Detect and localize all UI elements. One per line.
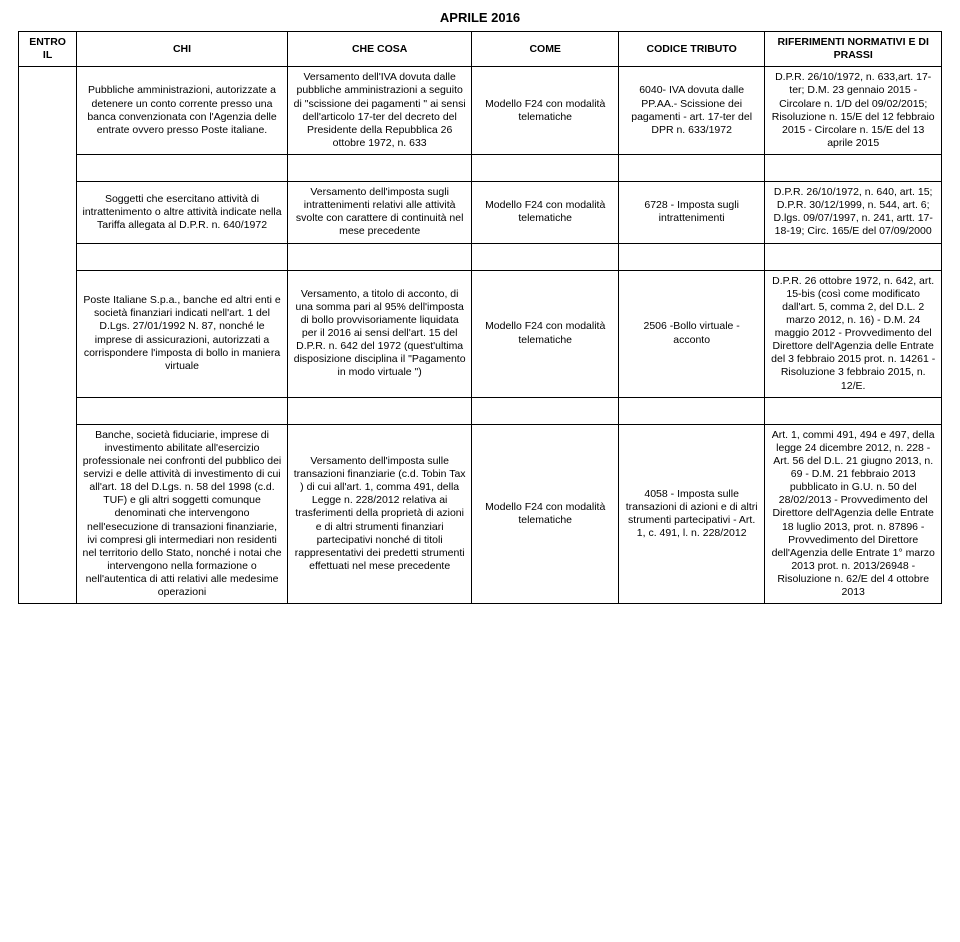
cell-rif: D.P.R. 26 ottobre 1972, n. 642, art. 15-… [765, 270, 942, 397]
cell-cosa: Versamento, a titolo di acconto, di una … [287, 270, 472, 397]
row-spacer [19, 397, 942, 424]
cell-chi: Banche, società fiduciarie, imprese di i… [77, 424, 288, 604]
row-spacer [19, 243, 942, 270]
cell-cosa: Versamento dell'imposta sugli intratteni… [287, 182, 472, 244]
cell-chi: Pubbliche amministrazioni, autorizzate a… [77, 67, 288, 155]
cell-cosa: Versamento dell'IVA dovuta dalle pubblic… [287, 67, 472, 155]
cell-come: Modello F24 con modalità telematiche [472, 182, 618, 244]
cell-rif: Art. 1, commi 491, 494 e 497, della legg… [765, 424, 942, 604]
cell-chi: Soggetti che esercitano attività di intr… [77, 182, 288, 244]
cell-come: Modello F24 con modalità telematiche [472, 424, 618, 604]
cell-come: Modello F24 con modalità telematiche [472, 270, 618, 397]
cell-codice: 6040- IVA dovuta dalle PP.AA.- Scissione… [618, 67, 764, 155]
col-codice: CODICE TRIBUTO [618, 32, 764, 67]
cell-cosa: Versamento dell'imposta sulle transazion… [287, 424, 472, 604]
header-row: ENTRO IL CHI CHE COSA COME CODICE TRIBUT… [19, 32, 942, 67]
col-entro: ENTRO IL [19, 32, 77, 67]
cell-entro [19, 67, 77, 604]
cell-chi: Poste Italiane S.p.a., banche ed altri e… [77, 270, 288, 397]
col-rif: RIFERIMENTI NORMATIVI E DI PRASSI [765, 32, 942, 67]
cell-codice: 4058 - Imposta sulle transazioni di azio… [618, 424, 764, 604]
cell-codice: 6728 - Imposta sugli intrattenimenti [618, 182, 764, 244]
col-cosa: CHE COSA [287, 32, 472, 67]
col-come: COME [472, 32, 618, 67]
table-row: Banche, società fiduciarie, imprese di i… [19, 424, 942, 604]
cell-come: Modello F24 con modalità telematiche [472, 67, 618, 155]
table-row: Soggetti che esercitano attività di intr… [19, 182, 942, 244]
page-title: APRILE 2016 [18, 10, 942, 25]
col-chi: CHI [77, 32, 288, 67]
row-spacer [19, 155, 942, 182]
main-table: ENTRO IL CHI CHE COSA COME CODICE TRIBUT… [18, 31, 942, 604]
cell-codice: 2506 -Bollo virtuale - acconto [618, 270, 764, 397]
table-row: Poste Italiane S.p.a., banche ed altri e… [19, 270, 942, 397]
cell-rif: D.P.R. 26/10/1972, n. 640, art. 15; D.P.… [765, 182, 942, 244]
cell-rif: D.P.R. 26/10/1972, n. 633,art. 17-ter; D… [765, 67, 942, 155]
table-row: Pubbliche amministrazioni, autorizzate a… [19, 67, 942, 155]
